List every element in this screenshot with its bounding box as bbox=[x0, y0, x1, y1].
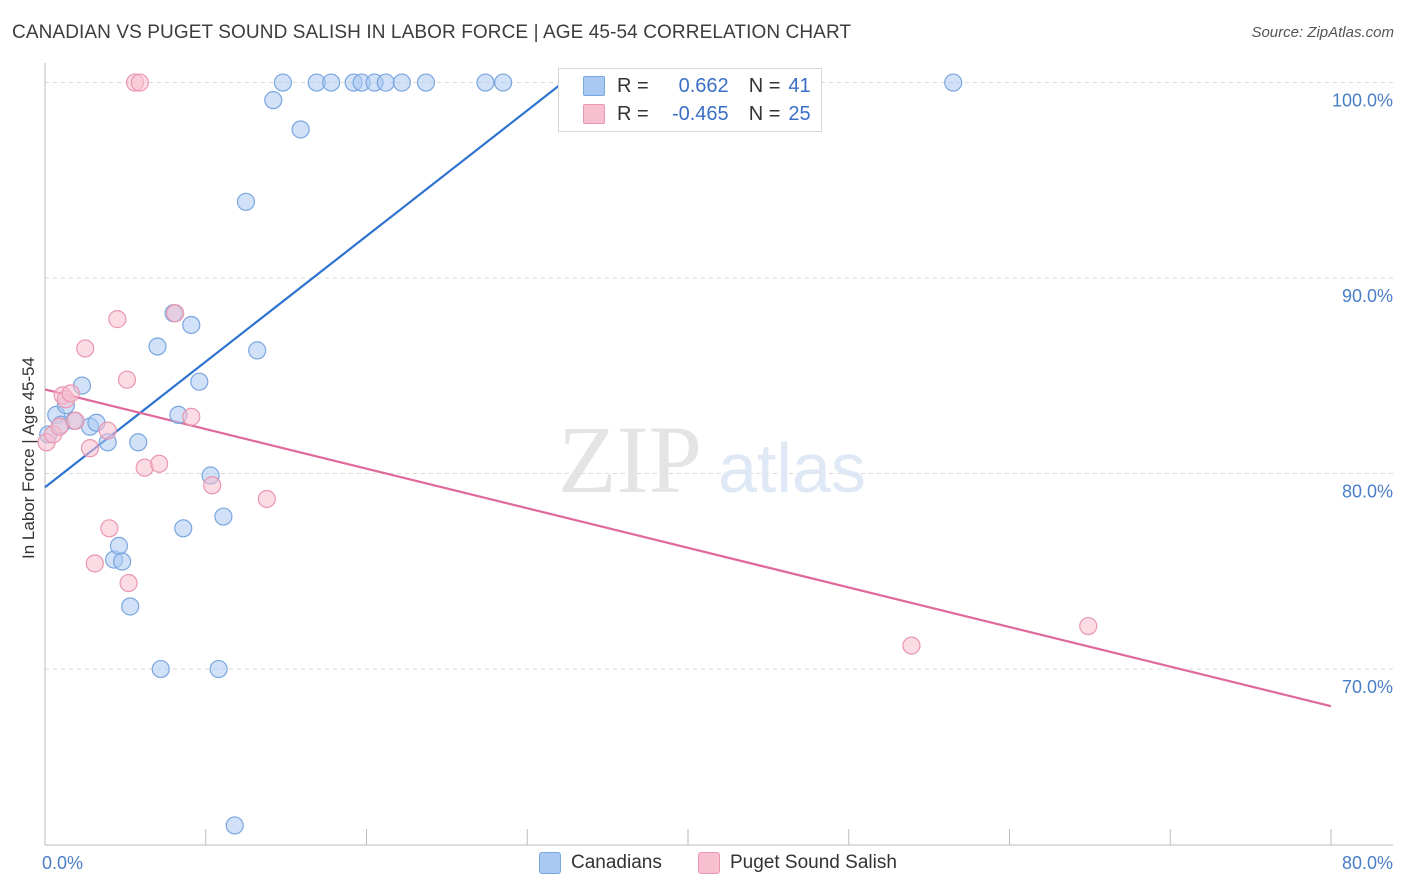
point-puget-sound-salish bbox=[50, 417, 69, 436]
bottom-legend-puget-sound-salish: Puget Sound Salish bbox=[698, 852, 897, 874]
y-tick-label: 80.0% bbox=[1342, 482, 1393, 502]
chart-title: CANADIAN VS PUGET SOUND SALISH IN LABOR … bbox=[12, 22, 852, 43]
point-canadians bbox=[236, 192, 256, 211]
grid-lines bbox=[45, 82, 1393, 670]
y-tick-label: 90.0% bbox=[1342, 286, 1393, 306]
bottom-legend-canadians: Canadians bbox=[539, 852, 662, 874]
x-tick-label: 0.0% bbox=[42, 853, 83, 873]
legend-r-label: R = bbox=[617, 74, 649, 97]
point-puget-sound-salish bbox=[203, 476, 222, 495]
point-puget-sound-salish bbox=[61, 384, 80, 403]
legend-r-label: R = bbox=[617, 102, 649, 125]
legend-row-canadians: R = 0.662 N = 41 bbox=[583, 73, 811, 99]
watermark-zip: ZIP bbox=[558, 406, 702, 513]
bottom-legend-swatch-blue bbox=[539, 852, 561, 874]
point-canadians bbox=[392, 73, 411, 92]
point-puget-sound-salish bbox=[80, 439, 100, 458]
point-canadians bbox=[494, 73, 513, 92]
legend-r-value: 0.662 bbox=[678, 74, 729, 97]
point-puget-sound-salish bbox=[182, 407, 201, 426]
point-canadians bbox=[264, 91, 283, 110]
data-points bbox=[37, 73, 1098, 835]
point-puget-sound-salish bbox=[130, 73, 149, 92]
point-canadians bbox=[225, 816, 244, 835]
point-canadians bbox=[416, 73, 436, 92]
point-canadians bbox=[291, 120, 310, 139]
x-tick-label: 80.0% bbox=[1342, 853, 1393, 873]
point-puget-sound-salish bbox=[85, 554, 104, 573]
point-canadians bbox=[248, 341, 267, 360]
point-canadians bbox=[476, 73, 495, 92]
watermark-atlas: atlas bbox=[718, 429, 866, 507]
point-canadians bbox=[148, 337, 167, 356]
point-puget-sound-salish bbox=[98, 421, 117, 440]
legend-n-value: 25 bbox=[788, 102, 811, 125]
legend-swatch-pink bbox=[583, 104, 605, 124]
y-axis-label: In Labor Force | Age 45-54 bbox=[19, 357, 38, 559]
bottom-legend-label: Puget Sound Salish bbox=[730, 852, 897, 873]
point-puget-sound-salish bbox=[150, 454, 169, 473]
point-puget-sound-salish bbox=[1079, 616, 1098, 636]
point-puget-sound-salish bbox=[66, 411, 85, 430]
point-canadians bbox=[129, 433, 148, 452]
axes bbox=[44, 63, 1393, 846]
legend-n-label: N = bbox=[748, 74, 781, 97]
legend-swatch-blue bbox=[583, 76, 605, 96]
point-canadians bbox=[214, 507, 233, 526]
bottom-legend-swatch-pink bbox=[698, 852, 720, 874]
point-puget-sound-salish bbox=[257, 489, 276, 509]
legend-n-label: N = bbox=[748, 102, 781, 125]
point-puget-sound-salish bbox=[166, 304, 185, 323]
point-canadians bbox=[151, 659, 170, 679]
point-puget-sound-salish bbox=[117, 370, 137, 389]
bottom-legend-label: Canadians bbox=[571, 852, 662, 873]
point-canadians bbox=[322, 73, 341, 92]
point-canadians bbox=[109, 536, 129, 555]
trend-line-puget-sound-salish bbox=[44, 388, 1332, 708]
point-canadians bbox=[174, 519, 193, 538]
point-canadians bbox=[273, 73, 293, 92]
point-puget-sound-salish bbox=[108, 310, 127, 329]
point-canadians bbox=[182, 315, 201, 335]
point-canadians bbox=[944, 73, 963, 92]
point-canadians bbox=[190, 372, 209, 391]
point-canadians bbox=[376, 73, 395, 92]
source-credit: Source: ZipAtlas.com bbox=[1251, 24, 1394, 41]
point-puget-sound-salish bbox=[100, 519, 119, 538]
point-canadians bbox=[113, 552, 132, 571]
point-canadians bbox=[121, 597, 140, 616]
point-puget-sound-salish bbox=[76, 339, 95, 358]
trend-line-canadians bbox=[44, 71, 577, 489]
point-canadians bbox=[209, 659, 228, 679]
legend-r-value: -0.465 bbox=[671, 102, 729, 125]
legend-n-value: 41 bbox=[788, 74, 811, 97]
correlation-legend: R = 0.662 N = 41 R = -0.465 N = 25 bbox=[558, 68, 822, 132]
trend-lines bbox=[44, 71, 1332, 708]
point-puget-sound-salish bbox=[119, 573, 138, 593]
point-puget-sound-salish bbox=[902, 636, 921, 655]
legend-row-puget-sound-salish: R = -0.465 N = 25 bbox=[583, 101, 811, 127]
y-tick-label: 100.0% bbox=[1332, 91, 1393, 111]
y-tick-label: 70.0% bbox=[1342, 677, 1393, 697]
tick-labels: 70.0% 80.0% 90.0% 100.0% 0.0% 80.0% bbox=[42, 91, 1393, 873]
